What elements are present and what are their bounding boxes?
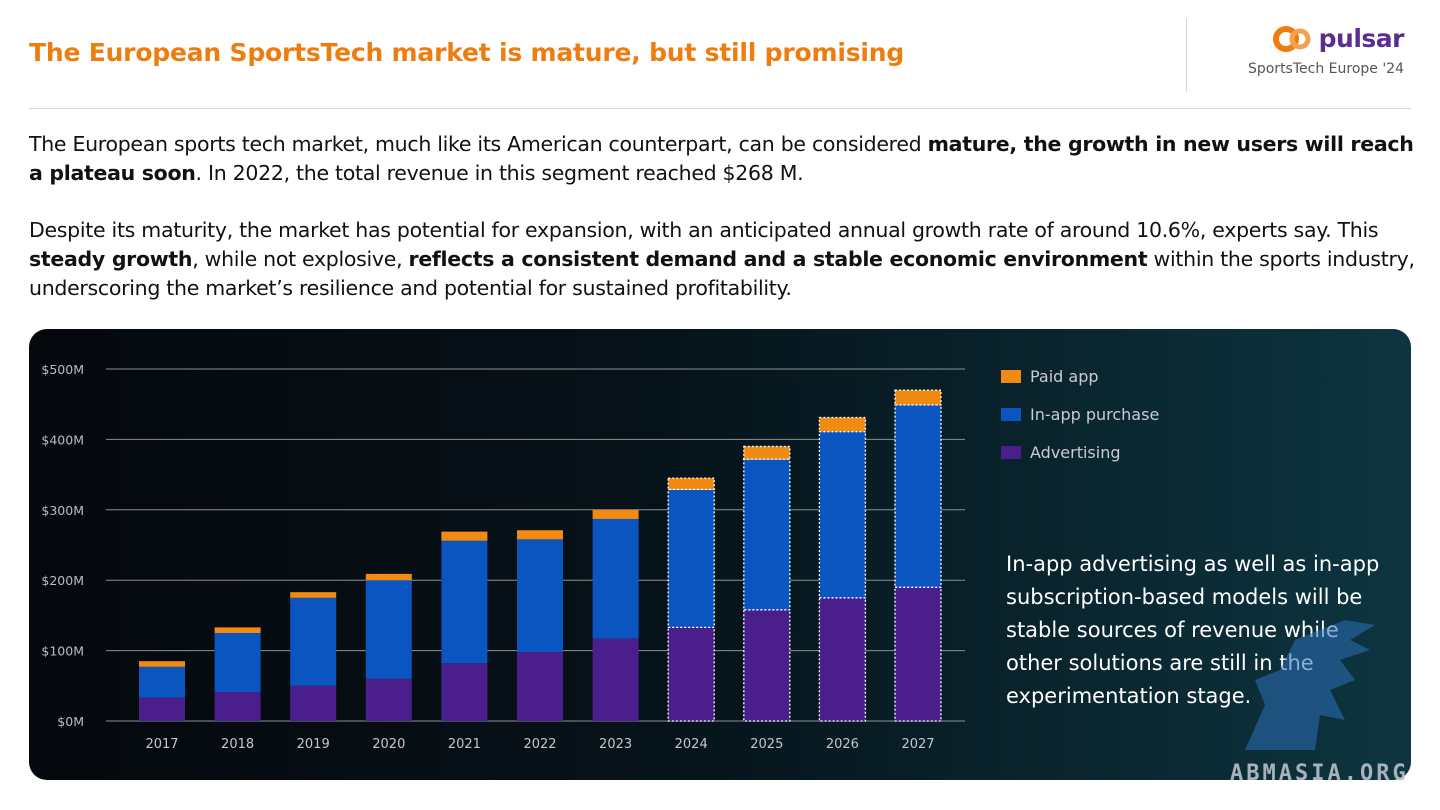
bar-in-app-purchase bbox=[290, 597, 337, 686]
bar-paid-app bbox=[290, 592, 337, 598]
bar-in-app-purchase bbox=[592, 518, 639, 639]
y-tick-label: $200M bbox=[41, 573, 84, 588]
bar-paid-app bbox=[517, 530, 563, 540]
header-divider bbox=[1186, 18, 1187, 92]
revenue-chart: $0M $100M $200M $300M $400M $500M 2017 2018 2019… bbox=[41, 362, 965, 752]
p2-text-c: , while not explosive, bbox=[192, 247, 409, 271]
griffin-watermark-icon bbox=[1245, 620, 1375, 750]
y-tick-label: $0M bbox=[57, 714, 84, 729]
x-tick-label: 2018 bbox=[221, 737, 254, 752]
bar-in-app-purchase bbox=[667, 488, 715, 629]
bar-paid-app bbox=[592, 509, 639, 519]
legend-item-paid-app: Paid app bbox=[1001, 357, 1159, 395]
bar-paid-app bbox=[818, 416, 867, 433]
legend-label-advertising: Advertising bbox=[1030, 442, 1121, 462]
watermark-text: ABMASIA.ORG bbox=[1230, 761, 1409, 786]
intro-paragraph-2: Despite its maturity, the market has pot… bbox=[29, 216, 1419, 303]
x-tick-label: 2019 bbox=[297, 737, 330, 752]
bar-advertising bbox=[894, 586, 942, 722]
legend-swatch-paid-app bbox=[1001, 369, 1021, 383]
x-tick-label: 2017 bbox=[145, 737, 178, 752]
bar-advertising bbox=[667, 626, 715, 722]
y-tick-label: $400M bbox=[41, 432, 84, 447]
p1-text-a: The European sports tech market, much li… bbox=[29, 132, 928, 156]
p2-text-a: Despite its maturity, the market has pot… bbox=[29, 218, 1379, 242]
bar-paid-app bbox=[441, 531, 488, 541]
x-tick-label: 2025 bbox=[750, 737, 783, 752]
bar-advertising bbox=[818, 597, 867, 722]
bar-advertising bbox=[365, 678, 412, 721]
bar-in-app-purchase bbox=[894, 404, 942, 588]
bar-advertising bbox=[139, 697, 185, 721]
x-tick-label: 2027 bbox=[901, 737, 934, 752]
bar-in-app-purchase bbox=[441, 540, 488, 664]
chart-legend: Paid app In-app purchase Advertising bbox=[1001, 357, 1159, 471]
bar-advertising bbox=[441, 663, 488, 721]
x-tick-label: 2026 bbox=[826, 737, 859, 752]
bar-paid-app bbox=[743, 445, 791, 460]
p2-emphasis-2: reflects a consistent demand and a stabl… bbox=[408, 247, 1148, 271]
header-rule bbox=[29, 108, 1411, 109]
y-tick-label: $500M bbox=[41, 362, 84, 377]
brand-subtitle: SportsTech Europe '24 bbox=[1247, 61, 1404, 77]
bar-in-app-purchase bbox=[743, 458, 791, 611]
bar-in-app-purchase bbox=[214, 633, 261, 693]
chart-panel: $0M $100M $200M $300M $400M $500M 2017 2018 2019… bbox=[29, 329, 1411, 780]
x-tick-label: 2021 bbox=[448, 737, 481, 752]
brand-logo: pulsar bbox=[1272, 24, 1405, 53]
bar-paid-app bbox=[365, 573, 412, 581]
legend-item-in-app-purchase: In-app purchase bbox=[1001, 395, 1159, 433]
bar-in-app-purchase bbox=[139, 666, 185, 698]
pulsar-logo-icon bbox=[1272, 25, 1311, 52]
bar-paid-app bbox=[214, 627, 261, 633]
legend-item-advertising: Advertising bbox=[1001, 433, 1159, 471]
x-tick-label: 2023 bbox=[599, 737, 632, 752]
intro-paragraph-1: The European sports tech market, much li… bbox=[29, 130, 1419, 188]
bar-advertising bbox=[214, 692, 261, 721]
y-tick-label: $100M bbox=[41, 644, 84, 659]
bar-in-app-purchase bbox=[517, 539, 563, 653]
legend-label-in-app-purchase: In-app purchase bbox=[1030, 404, 1160, 424]
legend-swatch-in-app-purchase bbox=[1001, 407, 1021, 421]
brand-name: pulsar bbox=[1318, 24, 1405, 53]
legend-swatch-advertising bbox=[1001, 445, 1021, 459]
p1-emphasis: mature, the growth in new users will rea… bbox=[29, 132, 1414, 185]
legend-label-paid-app: Paid app bbox=[1030, 366, 1099, 386]
y-tick-label: $300M bbox=[41, 503, 84, 518]
bar-paid-app bbox=[667, 477, 715, 491]
x-tick-label: 2024 bbox=[675, 737, 708, 752]
p2-text-e: within the sports industry, underscoring… bbox=[29, 247, 1415, 300]
x-tick-label: 2022 bbox=[523, 737, 556, 752]
bar-in-app-purchase bbox=[818, 431, 867, 599]
bar-in-app-purchase bbox=[365, 580, 412, 679]
chart-note: In-app advertising as well as in-app sub… bbox=[1006, 552, 1380, 708]
bar-advertising bbox=[290, 685, 337, 721]
page-title: The European SportsTech market is mature… bbox=[29, 38, 905, 67]
p1-text-c: . In 2022, the total revenue in this seg… bbox=[195, 161, 804, 185]
bar-paid-app bbox=[139, 661, 185, 667]
bar-advertising bbox=[743, 609, 791, 722]
bar-advertising bbox=[517, 652, 563, 721]
bar-advertising bbox=[592, 638, 639, 721]
p2-emphasis-1: steady growth bbox=[29, 247, 193, 271]
x-tick-label: 2020 bbox=[372, 737, 405, 752]
bar-paid-app bbox=[894, 389, 942, 406]
